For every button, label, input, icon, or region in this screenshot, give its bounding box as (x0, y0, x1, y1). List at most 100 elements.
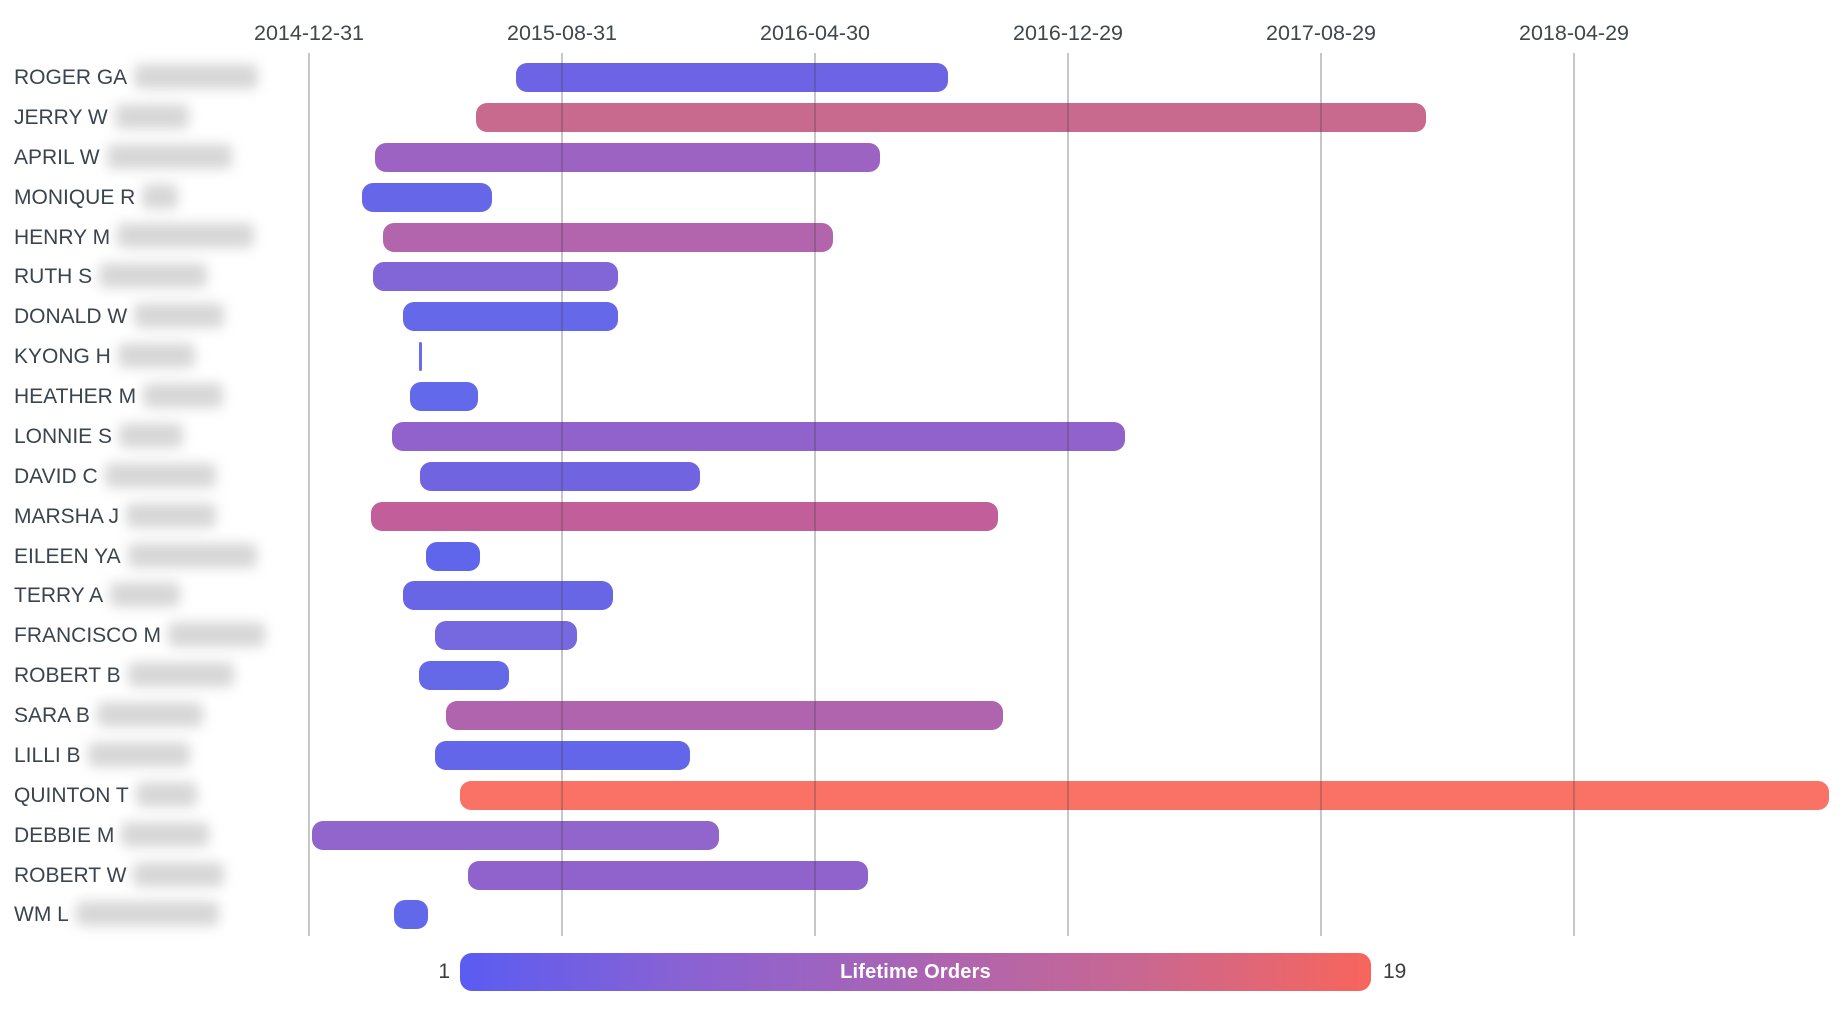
redacted-name-blur (114, 103, 189, 129)
redacted-name-blur (134, 303, 225, 329)
redacted-name-blur (99, 263, 208, 289)
timeline-bar[interactable] (372, 262, 619, 292)
timeline-bar[interactable] (374, 142, 880, 172)
row-label-text: LILLI B (14, 743, 81, 767)
row-label-text: DAVID C (14, 464, 98, 488)
row-label: QUINTON T (14, 781, 197, 810)
row-label: ROBERT W (14, 861, 225, 890)
timeline-bar[interactable] (459, 780, 1830, 810)
timeline-bar[interactable] (446, 701, 1004, 731)
row-label: LILLI B (14, 741, 190, 770)
redacted-name-blur (121, 821, 210, 847)
row-label: WM L (14, 900, 219, 929)
row-label-text: WM L (14, 903, 69, 927)
redacted-name-blur (142, 183, 179, 209)
redacted-name-blur (126, 502, 217, 528)
row-label: HEATHER M (14, 382, 224, 411)
row-label-text: FRANCISCO M (14, 624, 161, 648)
row-label: JERRY W (14, 103, 189, 132)
redacted-name-blur (168, 622, 265, 648)
gridline (308, 53, 310, 936)
row-label-text: APRIL W (14, 145, 100, 169)
timeline-bar[interactable] (420, 461, 701, 491)
legend-max-value: 19 (1383, 960, 1407, 983)
row-label: EILEEN YA (14, 542, 257, 571)
redacted-name-blur (117, 223, 255, 249)
timeline-bar[interactable] (312, 820, 720, 850)
row-label-text: RUTH S (14, 265, 93, 289)
x-axis-tick-label: 2016-04-30 (760, 21, 870, 45)
row-label-text: KYONG H (14, 345, 111, 369)
redacted-name-blur (117, 343, 195, 369)
redacted-name-blur (143, 382, 224, 408)
row-label-text: ROBERT W (14, 863, 127, 887)
timeline-bar[interactable] (409, 382, 478, 412)
row-label-text: QUINTON T (14, 783, 129, 807)
redacted-name-blur (127, 542, 257, 568)
timeline-bar[interactable] (402, 302, 619, 332)
redacted-name-blur (104, 462, 216, 488)
row-label-text: HENRY M (14, 225, 111, 249)
timeline-bar[interactable] (394, 900, 428, 930)
row-label-text: ROGER GA (14, 66, 128, 89)
x-axis-tick-label: 2016-12-29 (1013, 21, 1123, 45)
legend-gradient-bar: Lifetime Orders (460, 953, 1371, 991)
row-label: MONIQUE R (14, 183, 179, 212)
row-label: DONALD W (14, 302, 225, 331)
timeline-bar[interactable] (419, 342, 423, 372)
row-label: ROBERT B (14, 661, 234, 690)
row-label: KYONG H (14, 342, 195, 371)
row-label: RUTH S (14, 262, 208, 291)
timeline-bar[interactable] (434, 740, 691, 770)
row-label-text: DEBBIE M (14, 823, 115, 847)
timeline-bar[interactable] (425, 541, 480, 571)
x-axis-tick-label: 2017-08-29 (1266, 21, 1376, 45)
row-label: TERRY A (14, 581, 181, 610)
redacted-name-blur (106, 143, 232, 169)
timeline-bar[interactable] (382, 222, 833, 252)
redacted-name-blur (135, 781, 197, 807)
row-label: LONNIE S (14, 422, 184, 451)
timeline-bar[interactable] (419, 661, 509, 691)
row-label-text: DONALD W (14, 305, 128, 329)
row-label-text: TERRY A (14, 584, 104, 608)
row-label: HENRY M (14, 223, 255, 252)
timeline-bar[interactable] (468, 860, 869, 890)
timeline-bar[interactable] (475, 102, 1427, 132)
timeline-bar[interactable] (392, 421, 1126, 451)
legend-min-value: 1 (438, 960, 450, 983)
row-label-text: HEATHER M (14, 385, 137, 409)
redacted-name-blur (127, 662, 234, 688)
row-label-text: ROBERT B (14, 664, 121, 688)
timeline-bar[interactable] (516, 63, 949, 92)
redacted-name-blur (119, 422, 184, 448)
row-label: SARA B (14, 701, 203, 730)
row-label: APRIL W (14, 143, 232, 172)
row-label-text: SARA B (14, 704, 90, 728)
row-label: MARSHA J (14, 502, 217, 531)
row-label-text: MONIQUE R (14, 185, 136, 209)
row-label-text: MARSHA J (14, 504, 120, 528)
row-label: DAVID C (14, 462, 216, 491)
redacted-name-blur (134, 63, 259, 89)
timeline-bar[interactable] (371, 501, 999, 531)
timeline-bar[interactable] (402, 581, 614, 611)
x-axis-tick-label: 2014-12-31 (254, 21, 364, 45)
redacted-name-blur (110, 582, 181, 608)
legend-title: Lifetime Orders (840, 961, 991, 983)
row-label-text: LONNIE S (14, 424, 113, 448)
redacted-name-blur (133, 861, 225, 887)
row-label-text: JERRY W (14, 105, 108, 129)
timeline-bar[interactable] (434, 621, 577, 651)
timeline-bar[interactable] (362, 182, 493, 212)
row-label: ROGER GA (14, 63, 259, 92)
row-label: FRANCISCO M (14, 621, 265, 650)
row-label-text: EILEEN YA (14, 544, 121, 568)
x-axis-tick-label: 2015-08-31 (507, 21, 617, 45)
redacted-name-blur (96, 702, 203, 728)
row-label: DEBBIE M (14, 821, 210, 850)
redacted-name-blur (75, 901, 219, 927)
redacted-name-blur (87, 741, 190, 767)
x-axis-tick-label: 2018-04-29 (1519, 21, 1629, 45)
